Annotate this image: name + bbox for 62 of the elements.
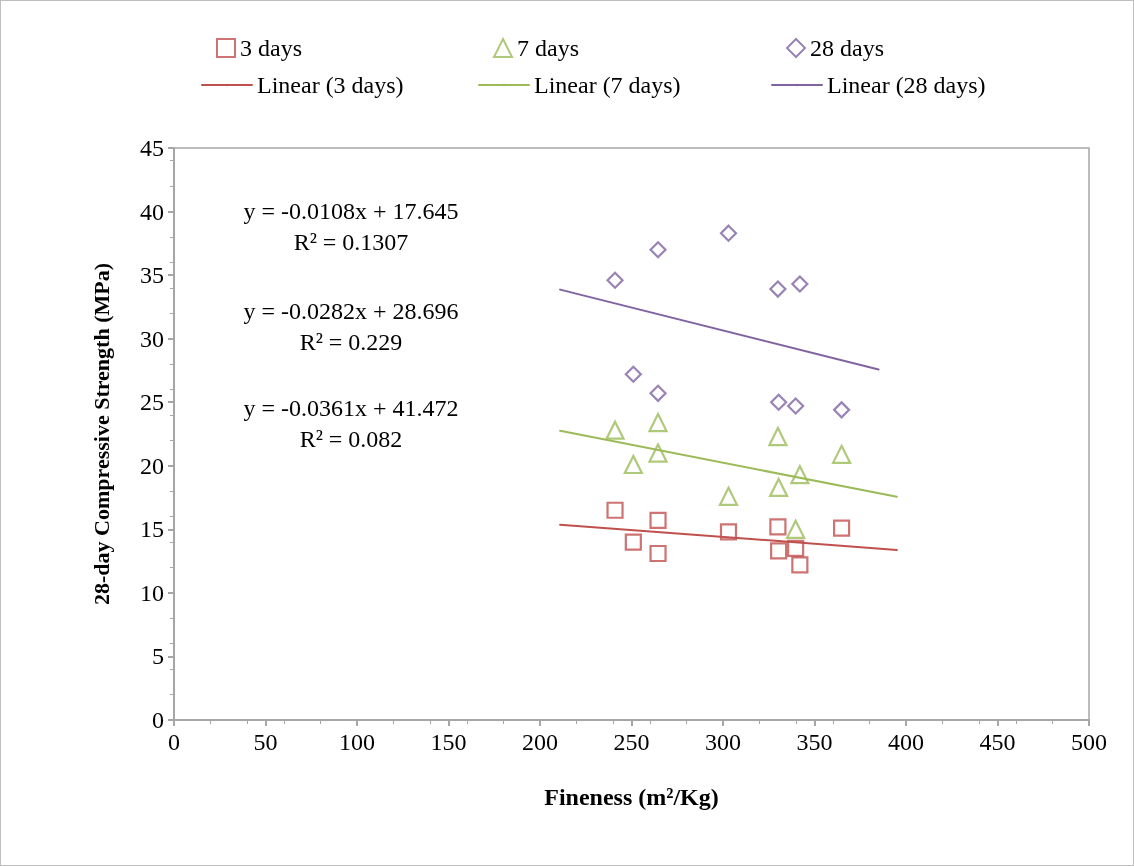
- point: [649, 241, 667, 259]
- point: [718, 486, 739, 506]
- y-tick-label: 25: [140, 389, 164, 416]
- point: [649, 384, 667, 402]
- point: [648, 443, 668, 463]
- annotation: y = -0.0361x + 41.472: [243, 395, 459, 421]
- legend-label: Linear (7 days): [534, 72, 681, 98]
- y-tick-label: 10: [140, 579, 164, 606]
- point: [649, 511, 667, 530]
- y-tick-label: 40: [140, 198, 164, 225]
- legend-label: Linear (28 days): [827, 72, 986, 98]
- point: [769, 518, 787, 536]
- legend-label: 28 days: [810, 35, 884, 61]
- point: [648, 412, 668, 433]
- x-tick-label: 50: [253, 729, 278, 755]
- point: [623, 454, 643, 475]
- x-tick-label: 150: [430, 729, 467, 755]
- x-tick-label: 450: [979, 729, 1016, 755]
- legend-label: 3 days: [240, 35, 302, 61]
- x-axis-title: Fineness (m²/Kg): [544, 784, 719, 810]
- point: [770, 542, 788, 560]
- point: [649, 544, 667, 563]
- legend-label: 7 days: [517, 35, 579, 61]
- x-tick-label: 300: [705, 729, 741, 755]
- y-axis-title: 28-day Compressive Strength (MPa): [88, 263, 114, 605]
- point: [769, 477, 789, 497]
- y-tick-label: 35: [140, 262, 164, 289]
- annotation: y = -0.0108x + 17.645: [243, 198, 459, 224]
- annotation: R² = 0.082: [299, 426, 403, 452]
- x-tick-label: 0: [168, 729, 180, 755]
- point: [791, 275, 809, 293]
- point: [786, 519, 806, 539]
- x-tick-label: 200: [522, 729, 558, 755]
- point: [719, 224, 738, 242]
- point: [832, 519, 851, 537]
- point: [787, 397, 805, 415]
- x-tick-label: 100: [339, 729, 375, 755]
- point: [770, 393, 788, 411]
- point: [605, 420, 625, 440]
- y-tick-label: 15: [140, 516, 164, 543]
- point: [768, 426, 788, 447]
- annotation: R² = 0.229: [299, 329, 403, 355]
- y-tick-label: 5: [152, 643, 164, 670]
- point: [624, 533, 642, 551]
- y-tick-label: 45: [140, 135, 164, 161]
- point: [831, 444, 852, 464]
- y-tick-label: 20: [140, 452, 164, 479]
- point: [624, 365, 642, 383]
- x-tick-label: 500: [1071, 729, 1107, 755]
- y-tick-label: 0: [152, 707, 164, 733]
- x-tick-label: 250: [613, 729, 650, 755]
- x-tick-label: 400: [888, 729, 924, 755]
- point: [791, 556, 809, 574]
- point: [606, 501, 624, 519]
- annotation: R² = 0.1307: [293, 229, 409, 255]
- legend-label: Linear (3 days): [257, 72, 404, 98]
- x-tick-label: 350: [796, 729, 833, 755]
- point: [769, 280, 787, 298]
- y-tick-label: 30: [140, 325, 164, 352]
- point: [606, 271, 624, 289]
- annotation: y = -0.0282x + 28.696: [243, 298, 459, 324]
- point: [832, 401, 851, 419]
